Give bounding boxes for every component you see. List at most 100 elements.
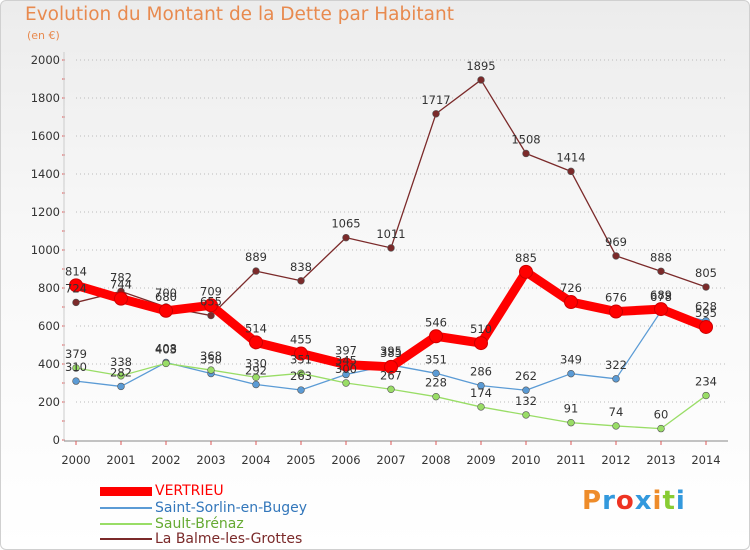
data-point	[294, 346, 308, 361]
data-point	[342, 379, 350, 387]
data-point	[612, 422, 620, 430]
data-label: 782	[110, 270, 132, 284]
data-point	[432, 110, 440, 118]
data-point	[474, 336, 488, 351]
x-tick-label: 2011	[556, 453, 585, 467]
data-label: 132	[515, 394, 537, 408]
data-point	[702, 391, 710, 400]
x-tick-label: 2014	[691, 453, 720, 467]
logo-letter: t	[662, 486, 676, 516]
data-label: 234	[695, 375, 717, 389]
data-point	[72, 377, 80, 385]
data-point	[519, 264, 533, 279]
legend-label: VERTRIEU	[155, 483, 224, 499]
data-label: 889	[245, 250, 267, 264]
data-point	[207, 366, 215, 374]
data-point	[654, 302, 668, 317]
data-label: 888	[650, 250, 672, 264]
data-label: 351	[290, 352, 312, 366]
axes: 0 200 400 600 800 1000 1200 1400 1600 1800 2000 200…	[31, 52, 728, 467]
y-tick-label: 600	[38, 319, 60, 333]
series-line	[75, 79, 707, 317]
logo-letter: x	[634, 486, 653, 516]
legend-label: La Balme-les-Grottes	[155, 531, 303, 547]
data-label: 678	[650, 290, 672, 304]
data-point	[72, 298, 80, 307]
y-tick-label: 1600	[31, 129, 60, 143]
data-point	[432, 392, 440, 401]
x-tick-label: 2012	[601, 453, 630, 467]
x-tick-label: 2003	[196, 453, 225, 467]
legend-swatch	[100, 507, 152, 509]
legend-swatch	[100, 486, 152, 496]
data-point	[297, 277, 305, 285]
logo-letter: o	[615, 486, 635, 516]
data-label: 1717	[421, 93, 450, 107]
data-label: 969	[605, 235, 627, 249]
data-label: 726	[560, 281, 582, 295]
y-tick-label: 1800	[31, 91, 60, 105]
data-label: 805	[695, 266, 717, 280]
data-point	[432, 369, 440, 378]
data-label: 395	[380, 344, 402, 358]
data-point	[159, 303, 173, 318]
data-point	[522, 386, 530, 394]
data-label: 267	[380, 368, 402, 382]
data-label: 885	[515, 251, 537, 265]
data-point	[477, 403, 485, 411]
x-tick-label: 2006	[331, 453, 360, 467]
data-label: 174	[470, 386, 492, 400]
x-tick-label: 2013	[646, 453, 675, 467]
data-label: 74	[609, 405, 624, 419]
data-point	[117, 382, 125, 391]
data-point	[72, 364, 80, 372]
data-label: 709	[200, 284, 222, 298]
logo-letter: r	[602, 486, 616, 516]
chart-subtitle: (en €)	[27, 29, 60, 42]
data-label: 262	[515, 369, 537, 383]
data-label: 689	[650, 288, 672, 302]
data-label: 397	[335, 344, 357, 358]
data-point	[477, 381, 485, 390]
data-point	[522, 149, 530, 158]
data-point	[204, 298, 218, 313]
data-point	[702, 283, 710, 291]
y-tick-label: 800	[38, 281, 60, 295]
data-label: 838	[290, 260, 312, 274]
x-tick-label: 2005	[286, 453, 315, 467]
data-point	[384, 359, 398, 374]
x-tick-label: 2009	[466, 453, 495, 467]
data-label: 385	[380, 346, 402, 360]
data-point	[114, 291, 128, 306]
data-label: 379	[65, 347, 87, 361]
data-label: 322	[605, 358, 627, 372]
data-label: 595	[695, 306, 717, 320]
data-label: 408	[155, 341, 177, 355]
data-point	[612, 252, 620, 260]
data-label: 1065	[331, 217, 360, 231]
data-label: 300	[335, 362, 357, 376]
legend-swatch	[100, 538, 152, 540]
data-label: 330	[245, 356, 267, 370]
y-tick-label: 1400	[31, 167, 60, 181]
data-label: 345	[335, 353, 357, 367]
x-tick-label: 2007	[376, 453, 405, 467]
data-label: 514	[245, 321, 267, 335]
data-point	[657, 267, 665, 275]
legend-label: Saint-Sorlin-en-Bugey	[155, 500, 307, 516]
data-point	[657, 424, 665, 433]
data-label: 814	[65, 264, 87, 278]
logo-letter: P	[582, 486, 603, 516]
data-point	[567, 167, 575, 176]
data-label: 310	[65, 360, 87, 374]
x-tick-label: 2008	[421, 453, 450, 467]
y-tick-label: 1200	[31, 205, 60, 219]
data-label: 1011	[376, 227, 405, 241]
data-point	[522, 411, 530, 419]
data-label: 228	[425, 376, 447, 390]
data-label: 1895	[466, 59, 495, 73]
data-label: 60	[654, 408, 669, 422]
data-point	[387, 244, 395, 252]
data-point	[297, 386, 305, 394]
x-tick-label: 2004	[241, 453, 270, 467]
